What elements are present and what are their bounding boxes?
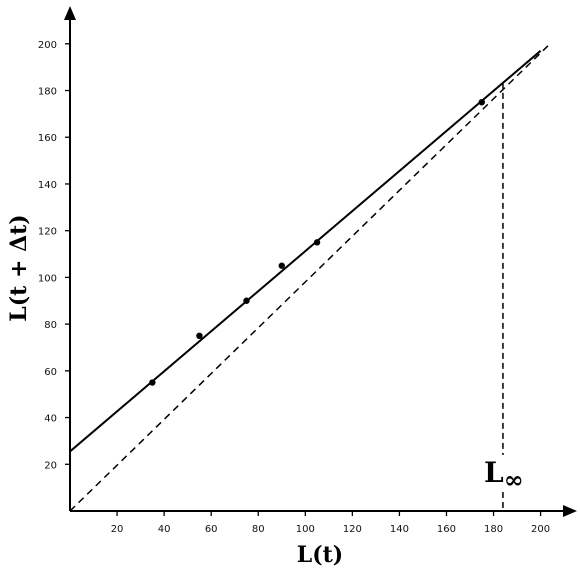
x-tick-label: 180 bbox=[484, 524, 503, 535]
tick-marks bbox=[65, 43, 542, 516]
y-tick-label: 180 bbox=[38, 87, 57, 98]
y-tick-label: 40 bbox=[44, 414, 57, 425]
x-tick-label: 60 bbox=[205, 524, 218, 535]
x-tick-label: 80 bbox=[252, 524, 265, 535]
l-infinity-subscript: ∞ bbox=[504, 465, 524, 494]
x-tick-label: 20 bbox=[111, 524, 124, 535]
data-point bbox=[196, 332, 203, 339]
series-group bbox=[69, 43, 551, 512]
data-point bbox=[313, 239, 321, 246]
x-tick-label: 140 bbox=[390, 524, 409, 535]
y-tick-label: 20 bbox=[44, 460, 57, 471]
axes bbox=[64, 6, 577, 517]
y-axis-arrow bbox=[64, 6, 76, 20]
y-tick-label: 100 bbox=[38, 273, 57, 284]
l-infinity-main: L bbox=[484, 456, 504, 489]
data-point bbox=[149, 379, 156, 386]
x-tick-label: 200 bbox=[531, 524, 550, 535]
tick-labels: 20 40 60 80 100 120 140 160 180 200 20 40 60 80 100 120… bbox=[38, 40, 550, 535]
y-tick-label: 140 bbox=[38, 180, 57, 191]
reference-line-dashed bbox=[69, 43, 551, 512]
data-point bbox=[243, 297, 250, 304]
x-tick-label: 100 bbox=[296, 524, 315, 535]
x-axis-title: L(t) bbox=[297, 542, 343, 568]
y-tick-label: 60 bbox=[44, 367, 57, 378]
y-tick-label: 160 bbox=[38, 133, 57, 144]
l-infinity-annotation: L∞ bbox=[484, 456, 524, 494]
x-tick-label: 160 bbox=[437, 524, 456, 535]
y-tick-label: 80 bbox=[44, 320, 57, 331]
y-tick-label: 120 bbox=[38, 227, 57, 238]
x-tick-label: 120 bbox=[343, 524, 362, 535]
y-axis-title: L(t + Δt) bbox=[6, 214, 32, 321]
data-point bbox=[478, 99, 485, 106]
y-tick-label: 200 bbox=[38, 40, 57, 51]
x-axis-arrow bbox=[563, 505, 577, 517]
x-tick-label: 40 bbox=[158, 524, 171, 535]
fit-line-solid bbox=[69, 50, 542, 453]
data-point bbox=[278, 262, 285, 269]
